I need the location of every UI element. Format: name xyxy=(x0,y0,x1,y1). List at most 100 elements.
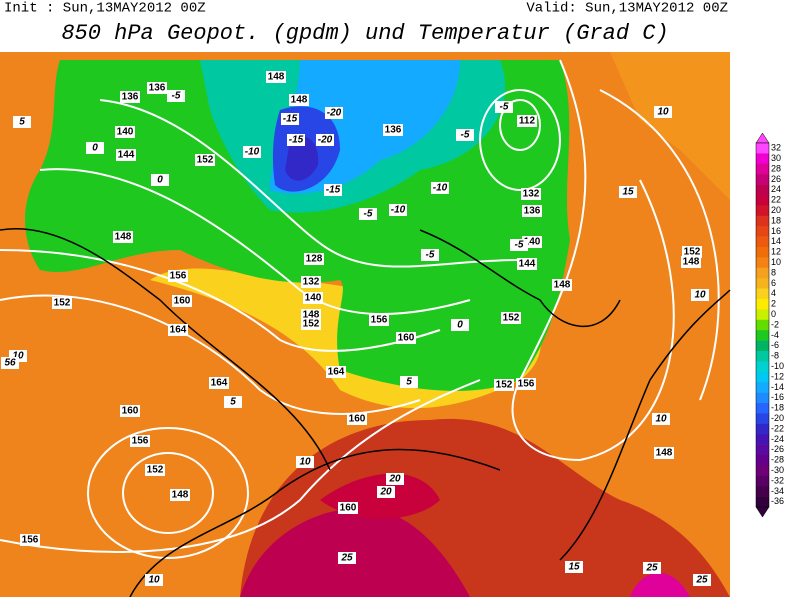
geopotential-label: 140 xyxy=(117,127,134,138)
label-box xyxy=(130,435,150,447)
colorbar-label: -14 xyxy=(771,382,784,392)
geopotential-label: 164 xyxy=(211,378,228,389)
colorbar-label: 28 xyxy=(771,163,781,173)
label-box xyxy=(681,256,701,268)
colorbar-swatch xyxy=(756,434,769,445)
label-box xyxy=(266,71,286,83)
colorbar-label: 32 xyxy=(771,143,781,153)
temperature-label: 5 xyxy=(406,377,412,388)
label-box xyxy=(386,473,404,485)
geopotential-label: 136 xyxy=(385,125,402,136)
label-box xyxy=(86,142,104,154)
label-box xyxy=(619,186,637,198)
colorbar-swatch xyxy=(756,174,769,185)
colorbar-label: 22 xyxy=(771,195,781,205)
colorbar-label: 20 xyxy=(771,205,781,215)
label-box xyxy=(494,379,514,391)
colorbar-label: -22 xyxy=(771,423,784,433)
colorbar-label: -4 xyxy=(771,330,779,340)
temperature-label: 0 xyxy=(457,320,463,331)
temperature-label: 56 xyxy=(4,358,16,369)
label-box xyxy=(145,574,163,586)
label-box xyxy=(120,405,140,417)
colorbar-swatch xyxy=(756,143,769,154)
colorbar-label: 4 xyxy=(771,288,776,298)
geopotential-label: 152 xyxy=(303,319,320,330)
colorbar-label: 8 xyxy=(771,267,776,277)
label-box xyxy=(693,574,711,586)
label-box xyxy=(326,366,346,378)
colorbar-label: -34 xyxy=(771,486,784,496)
geopotential-label: 140 xyxy=(305,293,322,304)
label-box xyxy=(167,90,185,102)
temperature-label: 0 xyxy=(157,175,163,186)
label-box xyxy=(451,319,469,331)
temperature-label: -10 xyxy=(433,183,448,194)
colorbar-label: -10 xyxy=(771,361,784,371)
geopotential-label: 148 xyxy=(656,448,673,459)
temperature-label: -10 xyxy=(391,205,406,216)
temperature-label: 10 xyxy=(148,575,160,586)
label-box xyxy=(1,357,19,369)
label-box xyxy=(552,279,572,291)
label-box xyxy=(377,486,395,498)
geopotential-label: 148 xyxy=(115,232,132,243)
colorbar-label: -18 xyxy=(771,403,784,413)
colorbar-swatch xyxy=(756,413,769,425)
label-box xyxy=(383,124,403,136)
label-box xyxy=(501,312,521,324)
label-box xyxy=(113,231,133,243)
colorbar-label: -30 xyxy=(771,465,784,475)
label-box xyxy=(243,146,261,158)
title: 850 hPa Geopot. (gpdm) und Temperatur (G… xyxy=(61,21,668,46)
label-box xyxy=(565,561,583,573)
colorbar-swatch xyxy=(756,465,769,477)
label-box xyxy=(421,249,439,261)
colorbar-swatch xyxy=(756,299,769,310)
geopotential-label: 148 xyxy=(172,490,189,501)
label-box xyxy=(517,258,537,270)
temperature-label: 5 xyxy=(230,397,236,408)
label-box xyxy=(168,324,188,336)
colorbar-swatch xyxy=(756,267,769,279)
colorbar-swatch xyxy=(756,153,769,165)
geopotential-label: 144 xyxy=(519,259,536,270)
temperature-label: 25 xyxy=(695,575,708,586)
init-time: Init : Sun,13MAY2012 00Z xyxy=(4,1,206,17)
colorbar-swatch xyxy=(756,351,769,362)
label-box xyxy=(301,318,321,330)
colorbar-label: -16 xyxy=(771,392,784,402)
label-box xyxy=(316,134,334,146)
geopotential-label: 156 xyxy=(371,315,388,326)
temperature-label: -20 xyxy=(327,108,342,119)
label-box xyxy=(347,413,367,425)
label-box xyxy=(145,464,165,476)
colorbar-swatch xyxy=(756,163,769,175)
colorbar xyxy=(755,132,770,518)
temperature-label: -5 xyxy=(515,240,524,251)
temperature-label: 15 xyxy=(568,562,580,573)
colorbar-frame xyxy=(755,142,770,508)
label-box xyxy=(303,292,323,304)
colorbar-swatch xyxy=(756,257,769,269)
label-box xyxy=(287,134,305,146)
temperature-label: 25 xyxy=(645,563,658,574)
colorbar-label: 10 xyxy=(771,257,781,267)
label-box xyxy=(654,447,674,459)
geopotential-label: 164 xyxy=(170,325,187,336)
label-box xyxy=(172,295,192,307)
colorbar-label: -8 xyxy=(771,351,779,361)
temperature-label: 25 xyxy=(340,553,353,564)
colorbar-swatch xyxy=(756,215,769,227)
colorbar-swatch xyxy=(756,403,769,414)
temperature-label: 15 xyxy=(622,187,634,198)
label-box xyxy=(510,239,528,251)
colorbar-swatch xyxy=(756,382,769,393)
valid-time: Valid: Sun,13MAY2012 00Z xyxy=(526,1,728,17)
geopotential-label: 160 xyxy=(174,296,191,307)
geopotential-label: 132 xyxy=(303,277,320,288)
geopotential-label: 160 xyxy=(398,333,415,344)
label-box xyxy=(301,276,321,288)
label-box xyxy=(20,534,40,546)
